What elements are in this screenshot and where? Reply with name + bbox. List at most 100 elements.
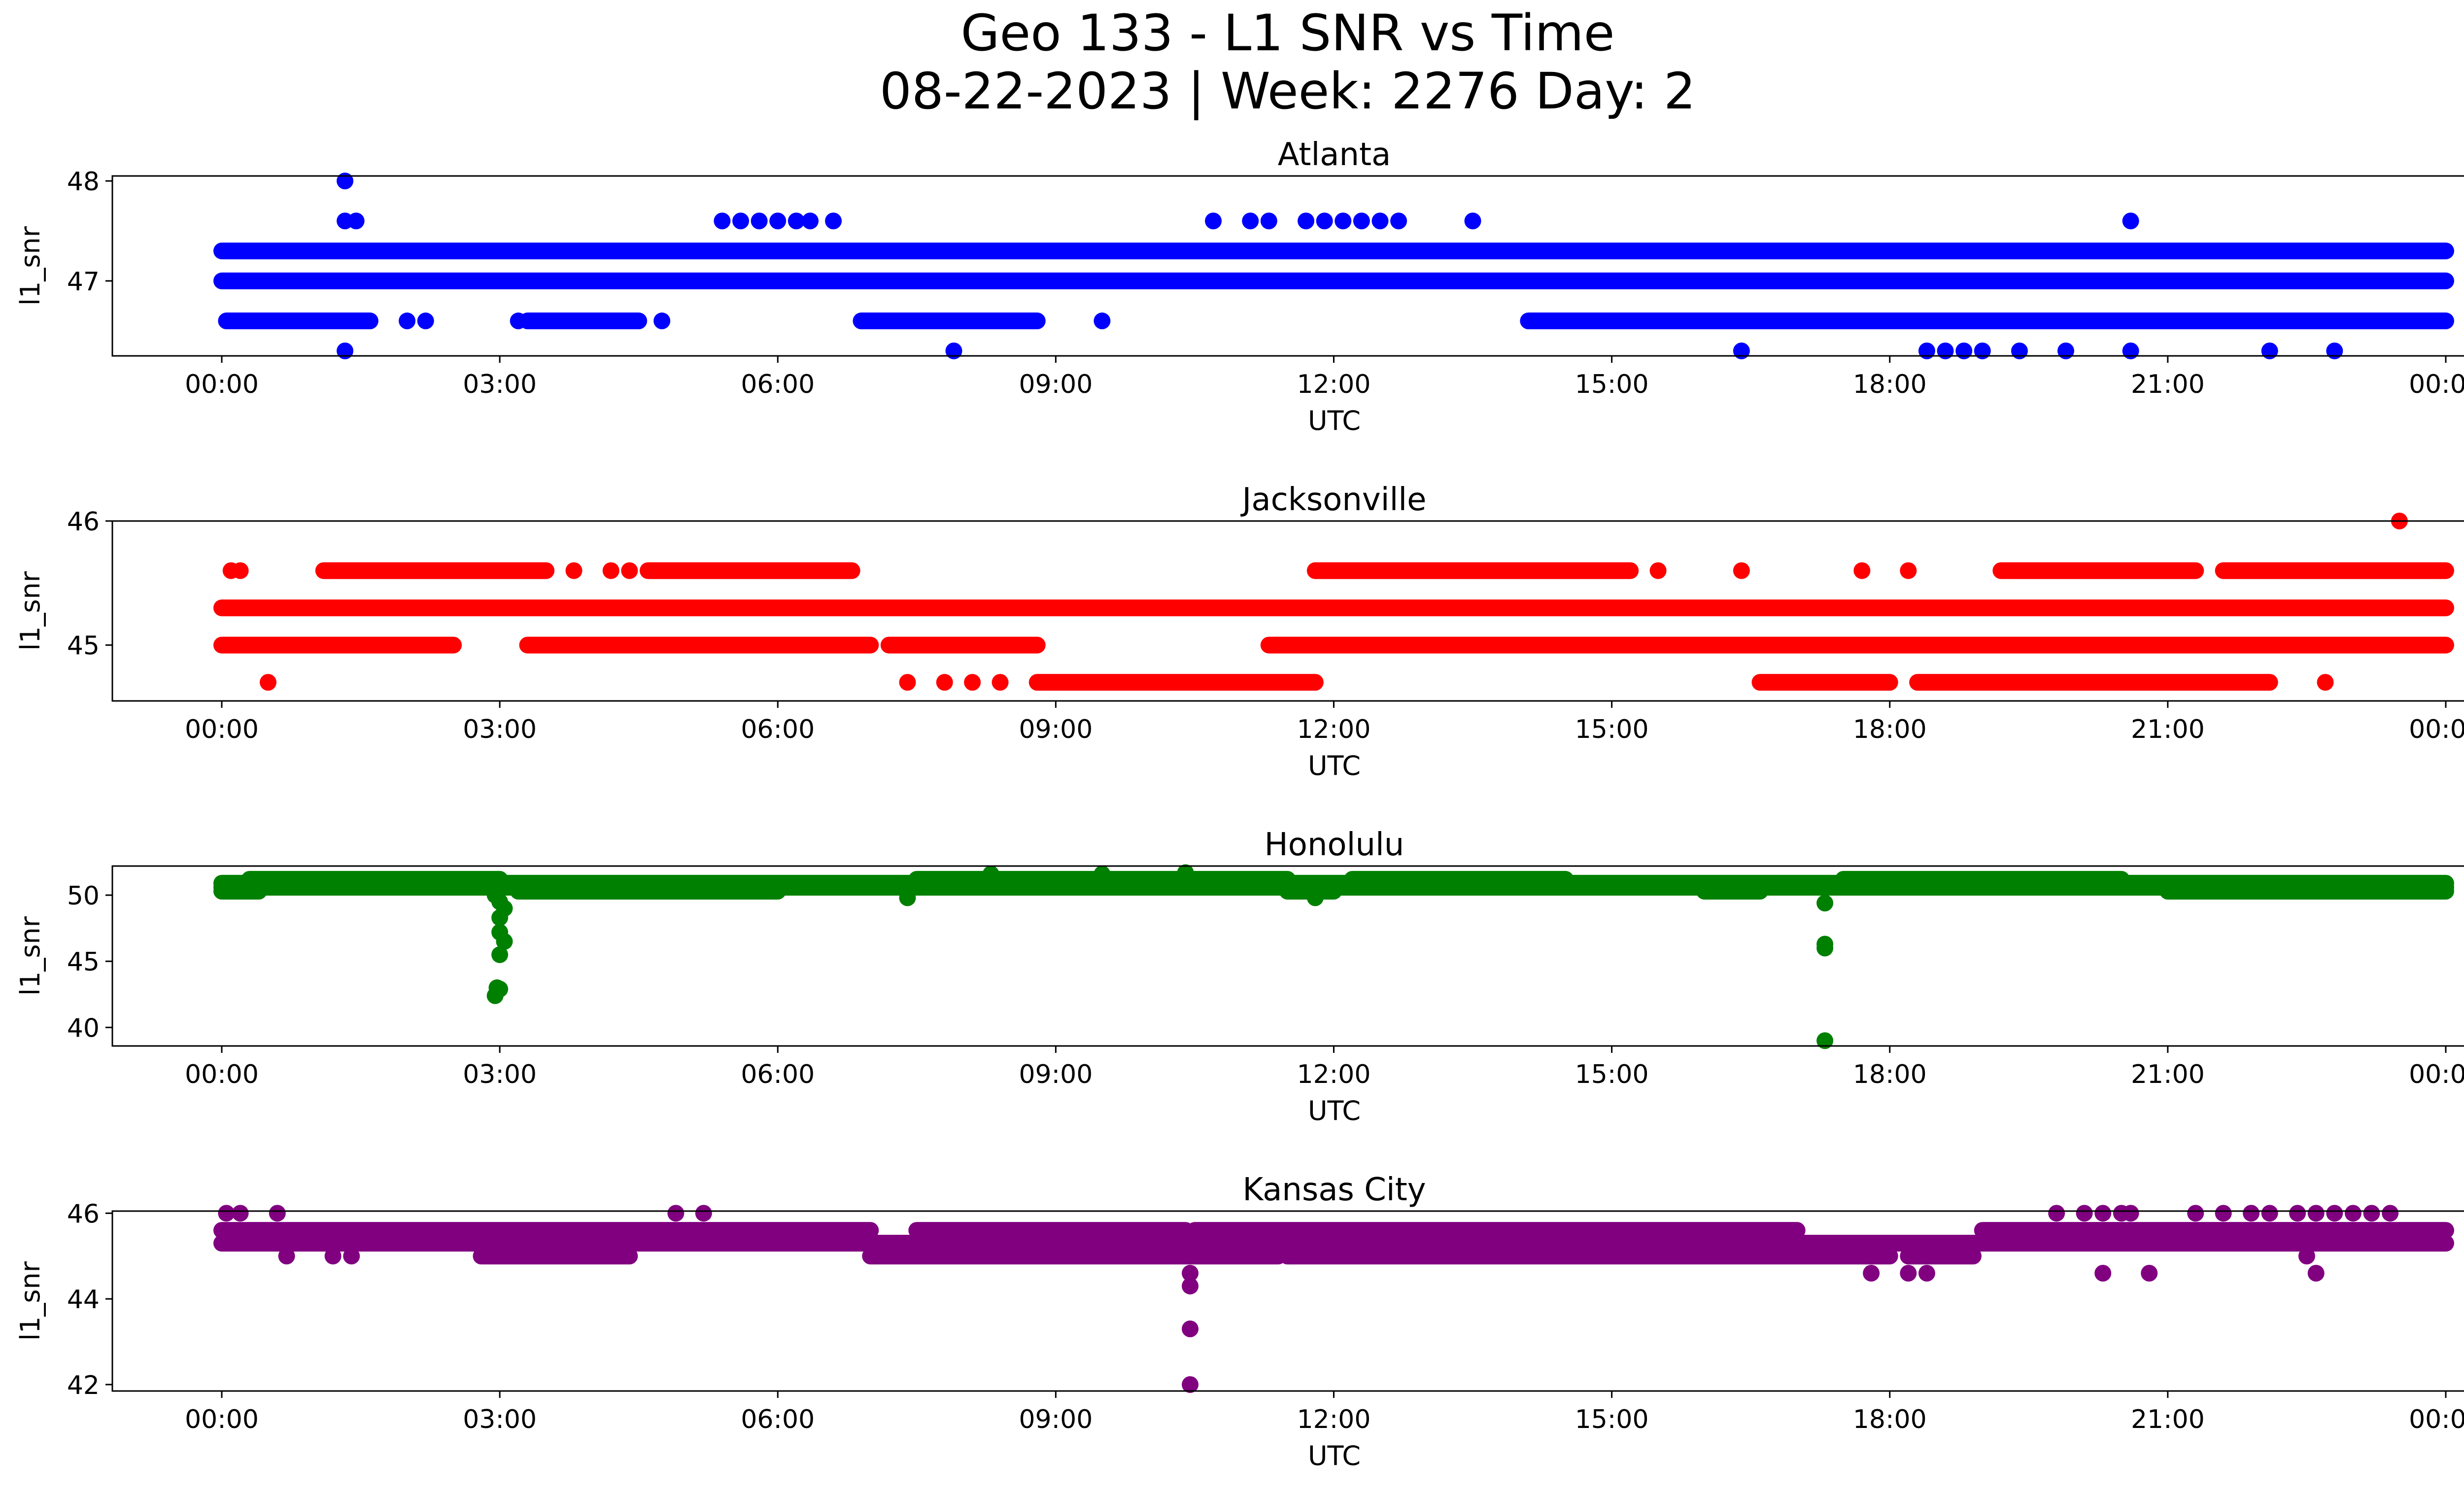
data-point: [2317, 674, 2334, 691]
x-axis-label: UTC: [1308, 750, 1361, 781]
x-tick-label: 03:00: [463, 1405, 537, 1434]
x-tick-label: 03:00: [463, 715, 537, 744]
data-band-45: [1260, 636, 2454, 654]
y-axis-label: l1_snr: [15, 916, 46, 996]
data-point: [1094, 866, 1111, 883]
x-tick-label: 12:00: [1297, 1060, 1371, 1089]
data-point: [2048, 1205, 2065, 1222]
data-point: [324, 1248, 342, 1265]
y-tick-label: 47: [67, 267, 100, 297]
data-band-50.3: [213, 882, 268, 900]
subplot-title: Jacksonville: [1240, 482, 1427, 518]
data-point: [1464, 212, 1481, 230]
data-point: [2363, 1205, 2380, 1222]
data-point: [1955, 342, 1973, 359]
x-tick-label: 21:00: [2131, 1405, 2205, 1434]
data-point: [2261, 1205, 2278, 1222]
data-point: [714, 212, 731, 230]
data-point: [2011, 342, 2028, 359]
x-tick-label: 00:00: [185, 370, 259, 399]
x-tick-label: 18:00: [1853, 1060, 1927, 1089]
data-band-50.3: [1696, 882, 1769, 900]
data-point: [1390, 212, 1407, 230]
data-point: [1974, 342, 1991, 359]
data-point: [1733, 342, 1750, 359]
x-tick-label: 09:00: [1019, 1405, 1093, 1434]
data-band-45.6: [1306, 562, 1639, 579]
data-point: [945, 342, 962, 359]
data-point: [417, 313, 434, 330]
data-band-45: [1279, 1248, 1898, 1265]
data-band-51.2: [1344, 870, 1574, 888]
x-tick-label: 06:00: [741, 715, 815, 744]
x-tick-label: 09:00: [1019, 370, 1093, 399]
data-point: [343, 1248, 360, 1265]
data-point: [1816, 1032, 1834, 1049]
y-tick-label: 44: [67, 1285, 100, 1315]
y-tick-label: 40: [67, 1013, 100, 1043]
data-point: [337, 173, 354, 190]
data-point: [2307, 1205, 2325, 1222]
y-axis-label: l1_snr: [15, 571, 46, 651]
data-point: [1816, 939, 1834, 957]
data-point: [2141, 1265, 2158, 1282]
data-point: [1298, 212, 1315, 230]
data-band-45: [880, 636, 1046, 654]
data-point: [1918, 1265, 1935, 1282]
data-band-45.6: [315, 562, 555, 579]
data-point: [2122, 212, 2139, 230]
subplot-title: Honolulu: [1265, 827, 1404, 863]
data-band-45.6: [1186, 1222, 1806, 1239]
data-point: [269, 1205, 286, 1222]
data-band-46.6: [1520, 313, 2454, 330]
data-point: [1182, 1278, 1199, 1295]
x-tick-label: 00:00: [2409, 1405, 2464, 1434]
data-band-50.3: [510, 882, 787, 900]
data-point: [1182, 1265, 1199, 1282]
x-tick-label: 21:00: [2131, 715, 2205, 744]
subplot-honolulu: Honolulu 00:00 03:00 06:00 09:00 12:00 15:00 18…: [15, 827, 2464, 1126]
data-point: [1182, 1376, 1199, 1393]
data-band-45: [862, 1248, 1287, 1265]
data-point: [2187, 1205, 2204, 1222]
data-band-44.7: [1751, 674, 1898, 691]
x-tick-label: 21:00: [2131, 370, 2205, 399]
x-tick-label: 09:00: [1019, 715, 1093, 744]
data-band-45.3: [213, 1235, 2454, 1252]
x-tick-label: 06:00: [741, 1405, 815, 1434]
data-point: [491, 980, 509, 998]
data-points: [213, 1205, 2454, 1393]
data-point: [1863, 1265, 1880, 1282]
subplot-kansas-city: Kansas City 00:00 03:00 06:00 09:00 12:00 15:0…: [15, 1172, 2464, 1471]
data-point: [982, 866, 999, 883]
data-point: [1177, 864, 1194, 881]
x-tick-label: 03:00: [463, 370, 537, 399]
data-point: [491, 909, 509, 926]
data-point: [260, 674, 277, 691]
data-point: [1918, 342, 1935, 359]
data-point: [1182, 1320, 1199, 1337]
data-point: [1353, 212, 1370, 230]
data-band-44.7: [1909, 674, 2278, 691]
x-tick-label: 00:00: [185, 1405, 259, 1434]
data-point: [2122, 342, 2139, 359]
x-axis-label: UTC: [1308, 405, 1361, 436]
data-band-46.6: [519, 313, 648, 330]
y-tick-label: 46: [67, 507, 100, 537]
x-tick-label: 03:00: [463, 1060, 537, 1089]
data-point: [1371, 212, 1389, 230]
data-point: [769, 212, 787, 230]
data-point: [510, 313, 527, 330]
x-tick-label: 00:00: [185, 715, 259, 744]
data-point: [232, 1205, 249, 1222]
data-point: [964, 674, 981, 691]
x-tick-label: 21:00: [2131, 1060, 2205, 1089]
x-tick-label: 15:00: [1575, 715, 1649, 744]
data-point: [2215, 1205, 2232, 1222]
data-point: [1937, 342, 1954, 359]
data-point: [337, 342, 354, 359]
y-axis-label: l1_snr: [15, 226, 46, 306]
data-point: [347, 212, 365, 230]
